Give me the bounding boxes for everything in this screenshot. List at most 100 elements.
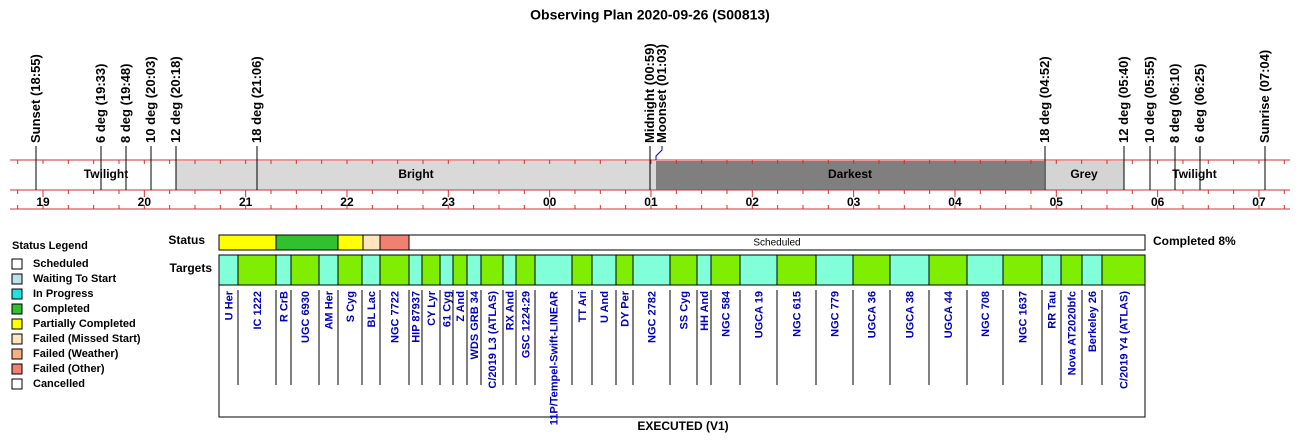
target-block: [379, 254, 410, 286]
band-label: Twilight: [84, 167, 128, 181]
target-block: [452, 254, 468, 286]
legend-item: Failed (Other): [33, 363, 105, 375]
event-label: 6 deg (06:25): [1192, 64, 1207, 143]
legend-item: Waiting To Start: [33, 273, 116, 285]
target-block: [480, 254, 504, 286]
legend-item: Partially Completed: [33, 318, 136, 330]
target-name: NGC 584: [721, 290, 733, 337]
target-block: [615, 254, 634, 286]
event-label: Moonset (01:03): [654, 44, 669, 143]
target-block: [776, 254, 817, 286]
target-name: S Cyg: [345, 291, 357, 322]
target-block: [571, 254, 593, 286]
target-name: GSC 1224:29: [521, 291, 533, 358]
legend-swatch: [11, 288, 23, 300]
legend-item: Failed (Missed Start): [33, 333, 141, 345]
event-label: Sunrise (07:04): [1257, 50, 1272, 143]
target-block: [361, 254, 381, 286]
hour-label: 04: [948, 195, 962, 209]
target-block: [591, 254, 617, 286]
target-block: [669, 254, 698, 286]
target-block: [710, 254, 741, 286]
target-name: R CrB: [279, 291, 291, 322]
target-block: [815, 254, 854, 286]
target-name: NGC 708: [980, 291, 992, 337]
legend-swatch: [11, 303, 23, 315]
targets-label: Targets: [170, 261, 213, 275]
hour-label: 03: [847, 195, 861, 209]
target-name: U Her: [224, 290, 236, 320]
target-block: [1101, 254, 1146, 286]
legend-title: Status Legend: [12, 240, 88, 252]
target-block: [889, 254, 930, 286]
target-name: Nova AT2020bfc: [1067, 291, 1079, 375]
band-label: Darkest: [828, 167, 872, 181]
target-name: Z And: [455, 291, 467, 322]
target-name: AM Her: [324, 290, 336, 329]
target-name: CY Lyr: [426, 290, 438, 326]
target-name: NGC 615: [792, 291, 804, 337]
target-block: [337, 254, 363, 286]
target-block: [1002, 254, 1043, 286]
target-name: UGCA 44: [943, 290, 955, 338]
target-block: [515, 254, 536, 286]
target-name: 11P/Tempel-Swift-LINEAR: [549, 291, 561, 425]
hour-label: 02: [746, 195, 760, 209]
target-name: UGCA 19: [754, 291, 766, 338]
target-name: Berkeley 26: [1087, 291, 1099, 352]
target-block: [1041, 254, 1062, 286]
title: Observing Plan 2020-09-26 (S00813): [530, 7, 770, 23]
legend-item: Completed: [33, 303, 90, 315]
target-name: U And: [599, 291, 611, 323]
event-tick: [655, 146, 663, 160]
target-block: [852, 254, 891, 286]
target-name: C/2019 Y4 (ATLAS): [1119, 291, 1131, 389]
event-label: 12 deg (20:18): [168, 56, 183, 143]
target-block: [290, 254, 320, 286]
hour-label: 21: [239, 195, 253, 209]
band: [176, 161, 656, 190]
target-name: NGC 2782: [647, 291, 659, 343]
target-block: [534, 254, 573, 286]
target-name: UGCA 38: [905, 291, 917, 338]
target-name: SS Cyg: [679, 291, 691, 330]
status-segment: [275, 234, 339, 251]
target-block: [218, 254, 239, 286]
target-block: [739, 254, 778, 286]
legend-swatch: [11, 363, 23, 375]
legend-swatch: [11, 333, 23, 345]
target-block: [632, 254, 671, 286]
target-name: NGC 1637: [1018, 291, 1030, 343]
hour-label: 22: [340, 195, 354, 209]
target-block: [237, 254, 277, 286]
status-segment: [362, 234, 381, 251]
target-name: NGC 7722: [390, 291, 402, 343]
legend-item: Scheduled: [33, 258, 89, 270]
legend-item: Failed (Weather): [33, 348, 119, 360]
event-label: 10 deg (05:55): [1142, 56, 1157, 143]
target-block: [966, 254, 1004, 286]
target-name: RR Tau: [1047, 291, 1059, 329]
event-label: 6 deg (19:33): [93, 64, 108, 143]
event-label: 12 deg (05:40): [1116, 56, 1131, 143]
band: [656, 161, 1044, 190]
legend-swatch: [11, 378, 23, 390]
legend-swatch: [11, 258, 23, 270]
target-block: [502, 254, 517, 286]
target-name: WDS GRB 34: [469, 290, 481, 359]
hour-label: 19: [36, 195, 50, 209]
target-name: DY Per: [620, 290, 632, 327]
band: [1124, 161, 1265, 190]
band: [36, 161, 176, 190]
target-block: [318, 254, 339, 286]
status-segment: [218, 234, 277, 251]
legend-swatch: [11, 273, 23, 285]
legend-swatch: [11, 348, 23, 360]
event-label: 8 deg (06:10): [1167, 64, 1182, 143]
status-text: Scheduled: [753, 238, 800, 249]
status-segment: [379, 234, 410, 251]
target-block: [928, 254, 968, 286]
target-name: HH And: [699, 291, 711, 331]
target-name: HIP 87937: [411, 291, 423, 343]
